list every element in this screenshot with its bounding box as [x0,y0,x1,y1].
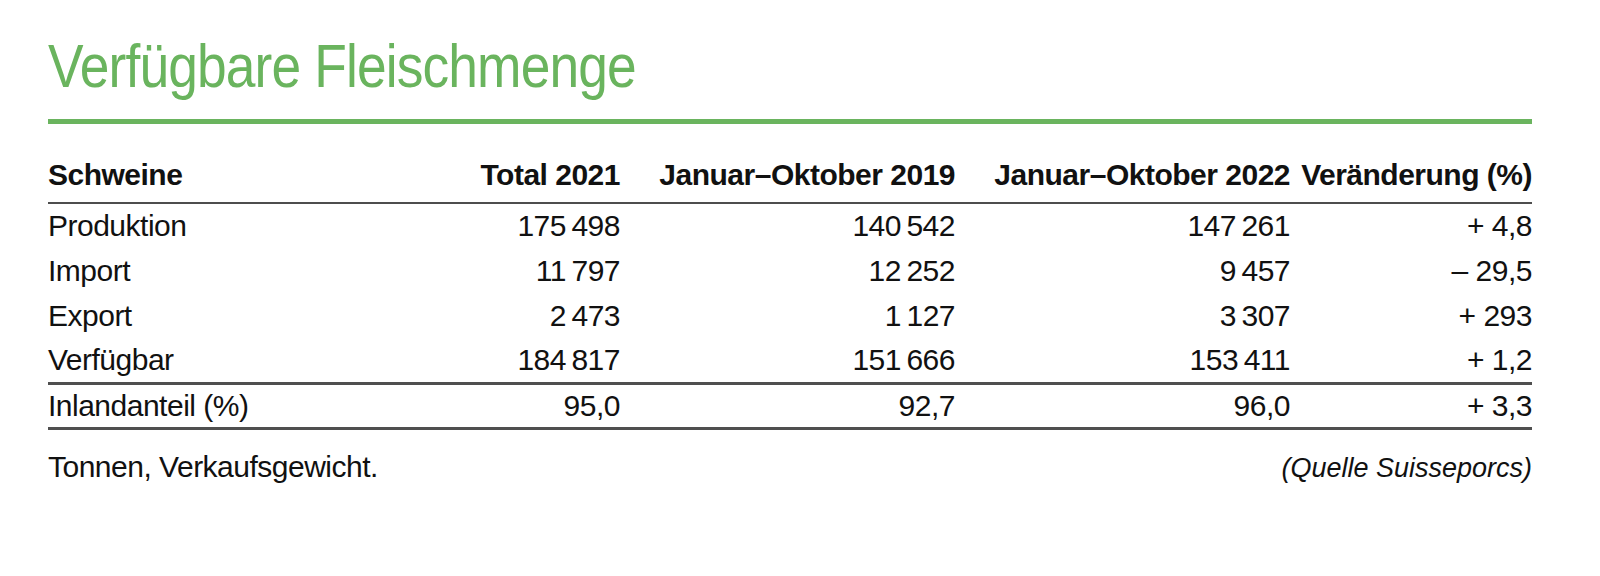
unit-footnote: Tonnen, Verkaufsgewicht. [48,450,378,484]
table-cell: 12 252 [620,248,955,293]
table-cell: – 29,5 [1290,248,1532,293]
infographic: Verfügbare Fleischmenge Schweine Total 2… [48,30,1532,484]
table-cell: 3 307 [955,293,1290,338]
column-header-jan-okt-2019: Januar–Oktober 2019 [620,158,955,203]
row-label: Inlandanteil (%) [48,383,378,428]
title-divider [48,119,1532,124]
table-cell: 151 666 [620,338,955,383]
table-cell: 1 127 [620,293,955,338]
source-credit: (Quelle Suisseporcs) [1281,453,1532,484]
table-footer: Tonnen, Verkaufsgewicht. (Quelle Suissep… [48,450,1532,484]
table-cell: 2 473 [378,293,620,338]
table-cell: 95,0 [378,383,620,428]
column-header-jan-okt-2022: Januar–Oktober 2022 [955,158,1290,203]
column-header-schweine: Schweine [48,158,378,203]
table-cell: 92,7 [620,383,955,428]
table-cell: + 4,8 [1290,203,1532,248]
table-cell: 11 797 [378,248,620,293]
row-label: Produktion [48,203,378,248]
table-cell: 140 542 [620,203,955,248]
meat-quantity-table: Schweine Total 2021 Januar–Oktober 2019 … [48,158,1532,430]
table-row-verfuegbar: Verfügbar 184 817 151 666 153 411 + 1,2 [48,338,1532,383]
row-label: Verfügbar [48,338,378,383]
table-row-produktion: Produktion 175 498 140 542 147 261 + 4,8 [48,203,1532,248]
column-header-veraenderung: Veränderung (%) [1290,158,1532,203]
table-cell: 147 261 [955,203,1290,248]
table-cell: + 1,2 [1290,338,1532,383]
page-title: Verfügbare Fleischmenge [48,30,1324,101]
table-cell: 9 457 [955,248,1290,293]
table-cell: 153 411 [955,338,1290,383]
table-cell: 96,0 [955,383,1290,428]
row-label: Import [48,248,378,293]
column-header-total-2021: Total 2021 [378,158,620,203]
table-row-import: Import 11 797 12 252 9 457 – 29,5 [48,248,1532,293]
row-label: Export [48,293,378,338]
table-cell: 184 817 [378,338,620,383]
table-cell: + 293 [1290,293,1532,338]
table-row-export: Export 2 473 1 127 3 307 + 293 [48,293,1532,338]
table-row-inlandanteil: Inlandanteil (%) 95,0 92,7 96,0 + 3,3 [48,383,1532,428]
table-cell: + 3,3 [1290,383,1532,428]
table-header-row: Schweine Total 2021 Januar–Oktober 2019 … [48,158,1532,203]
table-cell: 175 498 [378,203,620,248]
